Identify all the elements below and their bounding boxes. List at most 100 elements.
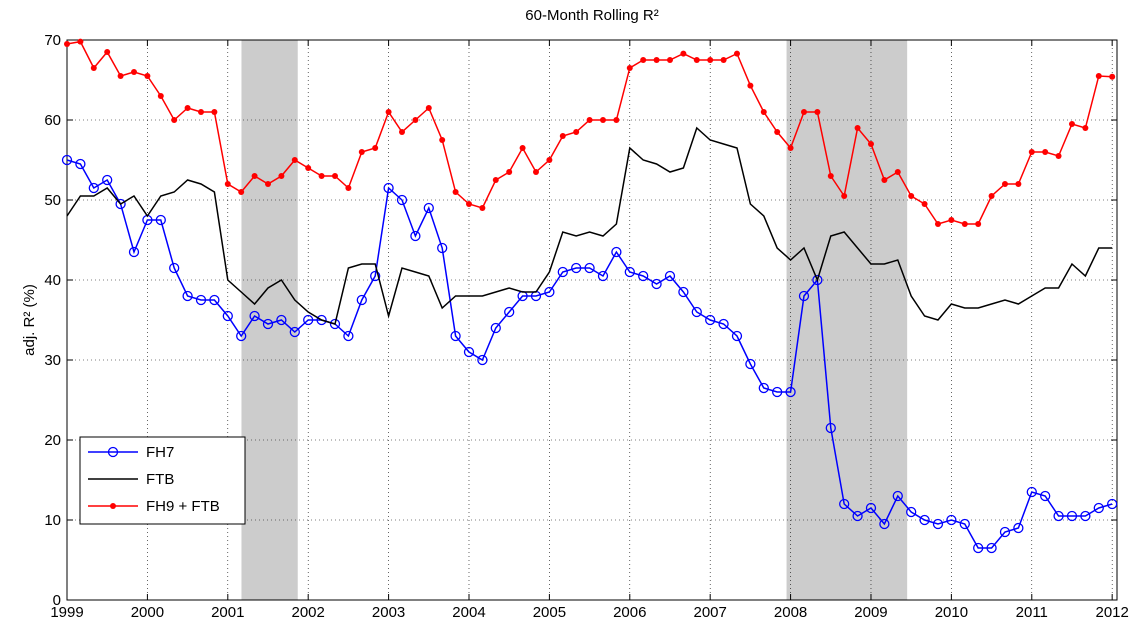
data-point xyxy=(787,145,794,151)
data-point xyxy=(88,182,99,194)
data-point xyxy=(305,165,312,171)
x-tick-label: 2009 xyxy=(854,604,887,621)
y-tick-label: 10 xyxy=(44,512,61,529)
data-point xyxy=(318,173,325,179)
data-point xyxy=(356,294,367,306)
data-point xyxy=(908,193,915,199)
data-point xyxy=(921,201,928,207)
data-point xyxy=(839,498,850,510)
data-point xyxy=(450,330,461,342)
x-tick-label: 2008 xyxy=(774,604,807,621)
data-point xyxy=(169,262,180,274)
data-point xyxy=(102,174,113,186)
data-point xyxy=(975,221,982,227)
data-point xyxy=(465,201,472,207)
data-point xyxy=(236,330,247,342)
data-point xyxy=(423,202,434,214)
data-point xyxy=(115,198,126,210)
x-tick-label: 2006 xyxy=(613,604,646,621)
data-point xyxy=(881,177,888,183)
data-point xyxy=(184,105,191,111)
data-point xyxy=(626,65,633,71)
y-tick-label: 50 xyxy=(44,192,61,209)
data-point xyxy=(1095,73,1102,79)
x-tick-label: 2003 xyxy=(372,604,405,621)
data-point xyxy=(410,230,421,242)
data-point xyxy=(986,542,997,554)
data-point xyxy=(117,73,124,79)
data-point xyxy=(557,266,568,278)
data-point xyxy=(774,129,781,135)
data-point xyxy=(988,193,995,199)
data-point xyxy=(372,145,379,151)
data-point xyxy=(653,57,660,63)
data-point xyxy=(613,117,620,123)
data-point xyxy=(289,326,300,338)
data-point xyxy=(128,246,140,258)
data-point xyxy=(452,189,459,195)
data-point xyxy=(532,169,539,175)
data-point xyxy=(573,129,580,135)
data-point xyxy=(209,294,220,306)
data-point xyxy=(747,82,754,89)
data-point xyxy=(544,286,555,298)
data-point xyxy=(383,182,394,194)
data-point xyxy=(155,214,166,226)
data-point xyxy=(385,109,392,115)
data-point xyxy=(559,133,566,139)
data-point xyxy=(680,50,687,57)
data-point xyxy=(1107,498,1118,510)
data-point xyxy=(1013,522,1024,534)
data-point xyxy=(358,149,365,155)
data-point xyxy=(892,490,903,502)
data-point xyxy=(934,221,941,227)
shaded-region xyxy=(786,40,908,600)
data-point xyxy=(1109,73,1116,80)
data-point xyxy=(867,141,874,147)
data-point xyxy=(437,242,448,254)
data-point xyxy=(211,109,218,115)
legend-label: FH9 + FTB xyxy=(146,498,220,515)
data-point xyxy=(932,518,944,530)
data-point xyxy=(479,205,486,211)
data-point xyxy=(852,510,863,522)
y-tick-label: 70 xyxy=(44,32,61,49)
data-point xyxy=(1066,510,1078,522)
data-point xyxy=(77,38,84,45)
data-point xyxy=(238,189,245,195)
series-line xyxy=(66,126,1113,325)
data-point xyxy=(678,286,689,298)
data-point xyxy=(854,125,861,131)
data-point xyxy=(825,422,836,434)
data-point xyxy=(1068,121,1075,127)
data-point xyxy=(731,330,743,342)
data-point xyxy=(343,330,354,342)
data-point xyxy=(396,194,408,206)
data-point xyxy=(624,266,635,278)
data-point xyxy=(370,270,381,282)
data-point xyxy=(745,358,756,370)
y-tick-label: 30 xyxy=(44,352,61,369)
data-point xyxy=(1082,125,1089,131)
data-point xyxy=(879,518,890,530)
data-point xyxy=(463,346,475,358)
data-point xyxy=(948,217,955,223)
data-point xyxy=(733,50,740,57)
data-point xyxy=(1042,149,1049,155)
legend-box xyxy=(79,436,246,525)
x-tick-label: 2010 xyxy=(935,604,968,621)
data-point xyxy=(1026,486,1037,498)
data-point xyxy=(303,314,314,326)
data-point xyxy=(104,49,111,55)
data-point xyxy=(906,506,917,518)
data-point xyxy=(1093,502,1104,514)
data-point xyxy=(171,117,178,123)
data-point xyxy=(64,41,70,47)
data-point xyxy=(664,270,676,282)
data-point xyxy=(75,158,86,170)
y-tick-label: 0 xyxy=(53,592,61,609)
x-tick-label: 2007 xyxy=(693,604,726,621)
x-tick-label: 2001 xyxy=(211,604,244,621)
data-point xyxy=(705,314,716,326)
x-tick-label: 2004 xyxy=(452,604,485,621)
